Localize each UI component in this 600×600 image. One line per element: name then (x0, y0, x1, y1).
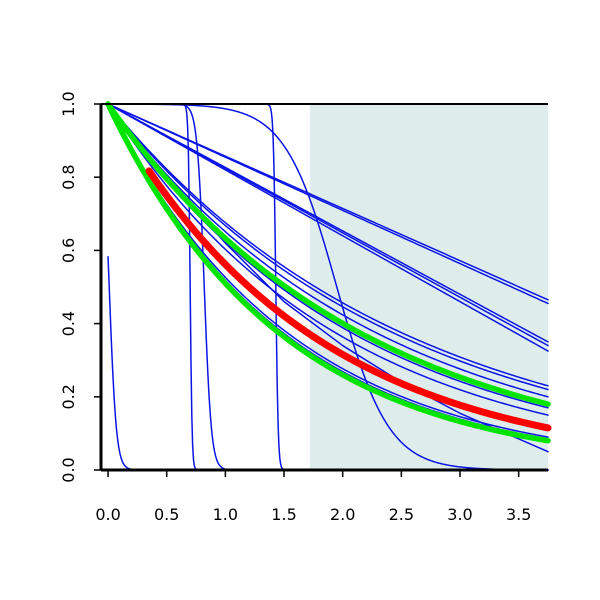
series-line-blue-7 (107, 103, 549, 301)
x-tick-label: 3.0 (447, 505, 472, 524)
y-tick-label: 0.0 (59, 457, 78, 482)
x-tick-label: 2.0 (330, 505, 355, 524)
x-tick-label: 0.0 (95, 505, 120, 524)
y-tick-label: 0.6 (59, 238, 78, 263)
y-tick-label: 0.8 (59, 164, 78, 189)
series-line-blue-10 (107, 103, 549, 347)
axes: 0.0 0.2 0.4 0.6 0.8 1.0 0.0 0.5 1.0 1.5 2.0 2.5 3.0 3… (59, 91, 548, 524)
x-tick-label: 0.5 (154, 505, 179, 524)
series-line-blue-16 (107, 103, 549, 438)
y-tick-label: 0.4 (59, 311, 78, 336)
series-line-blue-13 (107, 103, 549, 398)
x-tick-label: 1.5 (271, 505, 296, 524)
series-line-green-19 (105, 101, 551, 444)
series-line-blue-12 (107, 103, 549, 391)
series-line-red-20 (145, 167, 552, 432)
series-line-blue-9 (107, 103, 549, 352)
series-line-green-18 (105, 101, 551, 407)
x-tick-label: 1.0 (213, 505, 238, 524)
series-line-blue-15 (107, 103, 549, 416)
x-tick-label: 2.5 (389, 505, 414, 524)
y-tick-label: 0.2 (59, 384, 78, 409)
series-line-blue-11 (107, 103, 549, 387)
y-tick-label: 1.0 (59, 91, 78, 116)
x-tick-label: 3.5 (506, 505, 531, 524)
